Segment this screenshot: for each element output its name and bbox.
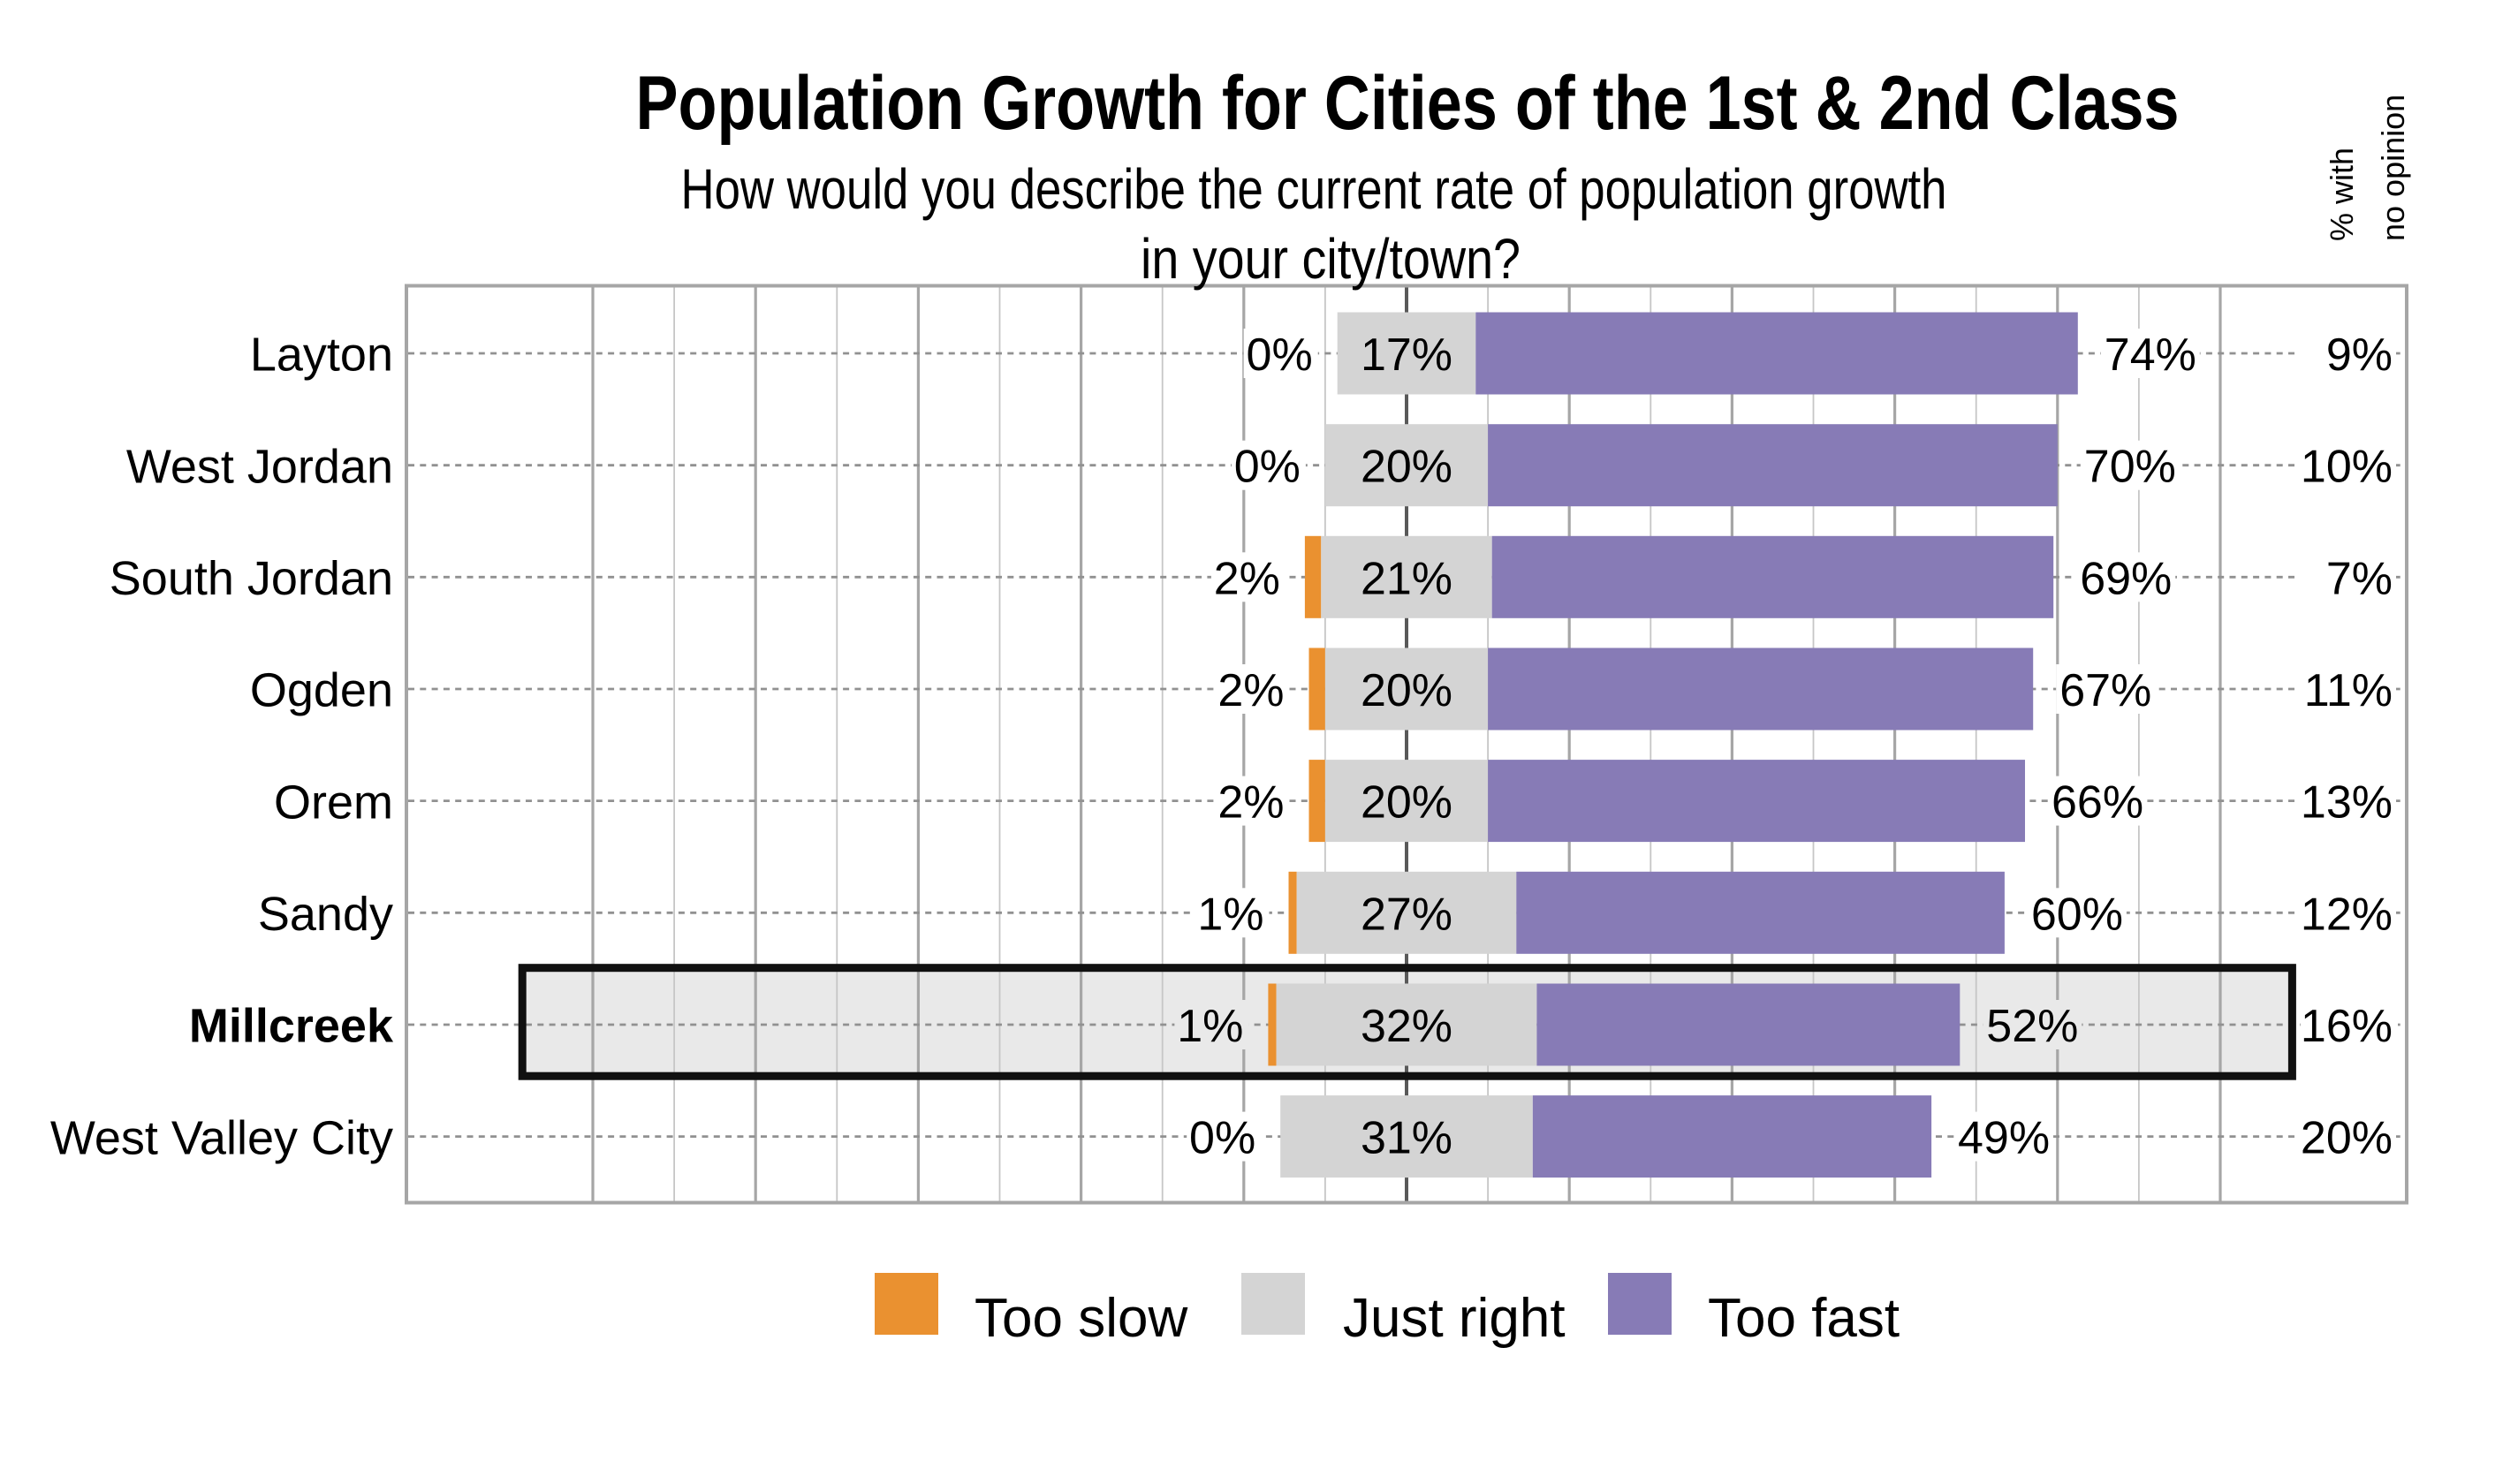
svg-text:1%: 1% (1177, 1001, 1243, 1052)
svg-text:74%: 74% (2105, 329, 2196, 381)
svg-text:in your city/town?: in your city/town? (1141, 227, 1521, 291)
svg-text:West Valley City: West Valley City (50, 1111, 393, 1164)
svg-text:16%: 16% (2301, 1001, 2393, 1052)
svg-text:Just right: Just right (1343, 1288, 1566, 1349)
svg-text:0%: 0% (1247, 329, 1313, 381)
svg-text:20%: 20% (2301, 1113, 2393, 1164)
svg-text:0%: 0% (1234, 442, 1301, 493)
svg-text:70%: 70% (2084, 442, 2176, 493)
svg-text:11%: 11% (2304, 665, 2393, 716)
svg-text:0%: 0% (1189, 1113, 1255, 1164)
svg-text:How would you describe the cur: How would you describe the current rate … (681, 157, 1947, 221)
svg-text:27%: 27% (1361, 889, 1452, 940)
svg-text:20%: 20% (1361, 442, 1452, 493)
svg-text:21%: 21% (1361, 553, 1452, 604)
svg-text:31%: 31% (1361, 1113, 1452, 1164)
svg-text:West Jordan: West Jordan (126, 440, 393, 493)
svg-text:20%: 20% (1361, 777, 1452, 829)
svg-text:20%: 20% (1361, 665, 1452, 716)
svg-text:2%: 2% (1217, 665, 1284, 716)
svg-text:Millcreek: Millcreek (189, 1000, 394, 1053)
svg-text:Sandy: Sandy (258, 888, 393, 941)
svg-text:Ogden: Ogden (250, 664, 393, 717)
svg-text:69%: 69% (2080, 553, 2172, 604)
svg-text:67%: 67% (2059, 665, 2151, 716)
svg-text:Population Growth for Cities o: Population Growth for Cities of the 1st … (636, 61, 2180, 146)
svg-text:49%: 49% (1958, 1113, 2050, 1164)
svg-text:South Jordan: South Jordan (110, 552, 393, 605)
svg-text:7%: 7% (2326, 553, 2393, 604)
svg-text:1%: 1% (1197, 889, 1263, 940)
svg-text:2%: 2% (1214, 553, 1280, 604)
svg-text:13%: 13% (2301, 777, 2393, 829)
svg-text:17%: 17% (1361, 329, 1452, 381)
svg-text:Orem: Orem (274, 776, 393, 829)
svg-text:Too fast: Too fast (1708, 1288, 1900, 1349)
svg-text:12%: 12% (2301, 889, 2393, 940)
svg-text:% with: % with (2324, 148, 2360, 241)
svg-text:9%: 9% (2326, 329, 2393, 381)
svg-text:2%: 2% (1217, 777, 1284, 829)
svg-text:52%: 52% (1986, 1001, 2078, 1052)
svg-text:no opinion: no opinion (2375, 95, 2411, 241)
svg-text:32%: 32% (1361, 1001, 1452, 1052)
svg-text:10%: 10% (2301, 442, 2393, 493)
svg-text:Too slow: Too slow (975, 1288, 1187, 1349)
svg-text:66%: 66% (2052, 777, 2143, 829)
svg-text:Layton: Layton (250, 329, 393, 382)
svg-text:60%: 60% (2031, 889, 2123, 940)
